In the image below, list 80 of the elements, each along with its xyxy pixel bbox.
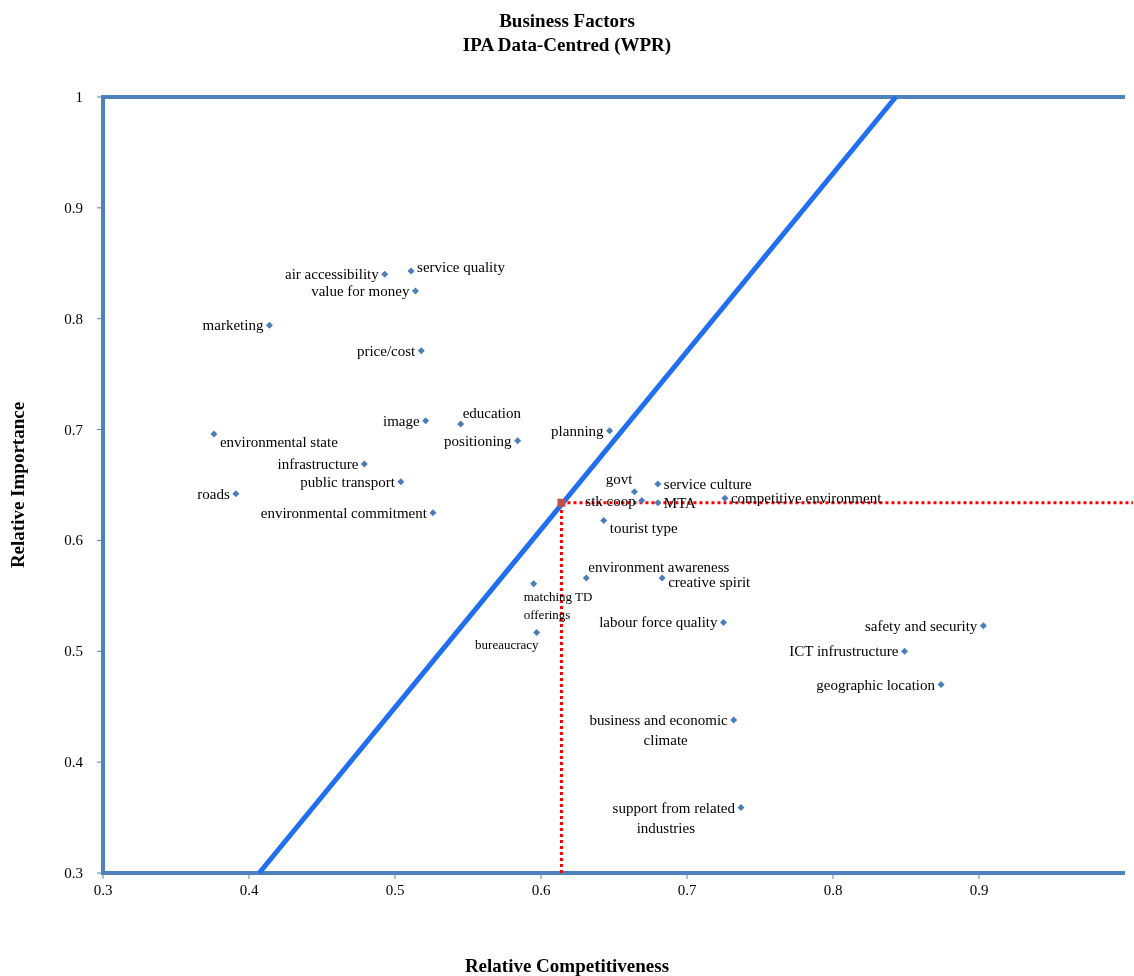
point [429, 509, 437, 517]
point [937, 681, 945, 689]
y-tick-label: 0.9 [64, 199, 83, 216]
data-label: planning [551, 422, 605, 439]
point [721, 494, 729, 502]
data-label: ICT infrustructure [789, 643, 899, 660]
data-label: positioning [444, 432, 513, 449]
y-tick-label: 1 [75, 89, 83, 105]
point [397, 478, 405, 486]
data-label: public transport [300, 473, 396, 490]
data-label: geographic location [816, 676, 936, 693]
data-label: tourist type [609, 520, 679, 537]
point [630, 488, 638, 496]
point [533, 628, 541, 636]
data-label: safety and security [864, 617, 978, 634]
point [720, 618, 727, 626]
data-label: creative spirit [668, 574, 752, 591]
point [730, 716, 738, 724]
data-label: support from related industries [612, 799, 736, 836]
data-label: govt [605, 470, 634, 487]
y-tick-label: 0.7 [64, 421, 84, 438]
data-label: service culture [663, 475, 753, 492]
data-label: air accessibility [285, 266, 380, 283]
point [658, 574, 666, 582]
point [582, 574, 590, 582]
data-label: environment awareness [588, 559, 730, 576]
data-label: MTA [663, 494, 697, 511]
point [979, 622, 987, 630]
x-tick-label: 0.9 [969, 882, 989, 898]
data-label: matching TD offerings [523, 588, 593, 622]
point [901, 647, 909, 655]
data-label: marketing [202, 317, 264, 334]
point [407, 267, 415, 275]
data-label: business and economic climate [589, 712, 729, 749]
data-label: stk coop [585, 492, 636, 509]
x-tick-label: 0.3 [93, 882, 113, 898]
data-label: bureaucracy [475, 637, 540, 653]
point [654, 499, 662, 507]
x-tick-label: 0.4 [239, 882, 259, 898]
x-tick-label: 0.8 [823, 882, 843, 898]
point [422, 417, 430, 425]
point [360, 460, 368, 468]
y-tick-label: 0.3 [64, 865, 83, 881]
data-label: labour force quality [599, 614, 718, 631]
y-tick-label: 0.8 [64, 310, 83, 327]
point [232, 490, 240, 498]
chart-subtitle: IPA Data-Centred (WPR) [462, 34, 672, 56]
y-axis-title: Relative Importance [7, 401, 28, 569]
point [600, 516, 608, 524]
point [737, 804, 745, 812]
point [530, 580, 538, 588]
point [557, 498, 566, 507]
y-tick-label: 0.4 [64, 754, 84, 771]
data-label: education [462, 405, 522, 422]
point [265, 321, 273, 329]
x-tick-label: 0.7 [677, 882, 697, 898]
y-tick-label: 0.5 [64, 643, 83, 660]
data-label: image [383, 412, 420, 429]
point [638, 497, 646, 505]
data-label: competitive environment [730, 490, 883, 507]
data-label: price/cost [356, 342, 417, 359]
point [411, 287, 419, 295]
x-axis-title: Relative Competitiveness [464, 955, 670, 976]
point [514, 437, 522, 445]
point [381, 270, 389, 278]
point [210, 430, 218, 438]
y-tick-label: 0.6 [64, 532, 84, 549]
data-label: roads [197, 485, 231, 502]
data-label: environmental state [219, 434, 339, 451]
data-label: value for money [311, 283, 410, 299]
data-label: infrastructure [277, 455, 359, 472]
data-label: service quality [417, 259, 506, 276]
point [654, 480, 662, 488]
data-label: environmental commitment [260, 504, 428, 521]
point [457, 420, 465, 428]
x-tick-label: 0.6 [531, 882, 551, 898]
point [606, 427, 614, 435]
chart-title: Business Factors [499, 10, 635, 31]
point [417, 347, 425, 355]
x-tick-label: 0.5 [385, 882, 405, 898]
